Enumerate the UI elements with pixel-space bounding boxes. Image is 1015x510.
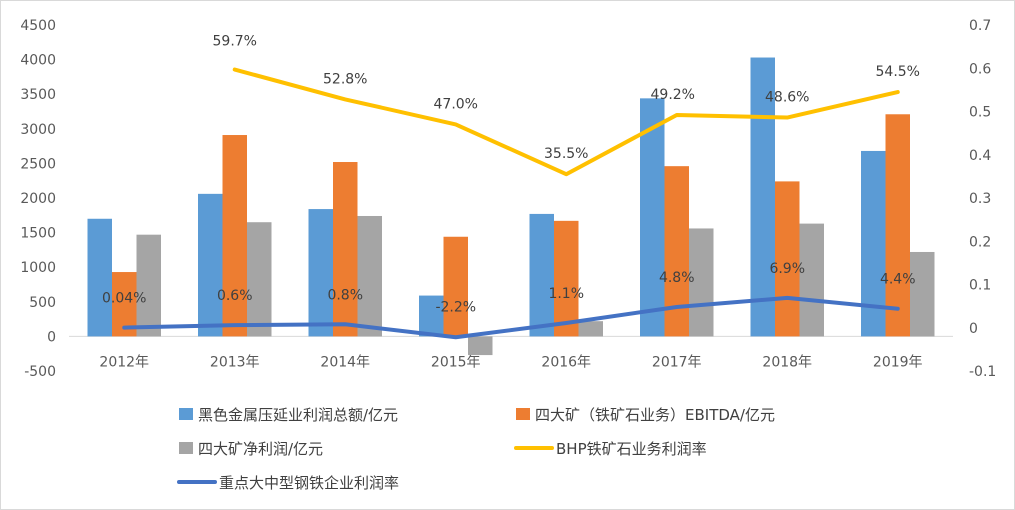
bar — [419, 295, 444, 337]
x-axis-category-label: 2013年 — [210, 354, 260, 370]
legend-swatch — [179, 408, 193, 420]
legend-swatch — [179, 442, 193, 454]
data-label: 49.2% — [651, 87, 695, 103]
right-axis-tick-label: 0.4 — [969, 148, 991, 164]
legend-label: 四大矿（铁矿石业务）EBITDA/亿元 — [535, 406, 775, 424]
data-label: -2.2% — [435, 299, 476, 315]
data-label: 52.8% — [323, 71, 367, 87]
bar — [357, 215, 382, 337]
x-axis-category-label: 2017年 — [652, 354, 702, 370]
bar — [775, 181, 800, 337]
bar — [87, 218, 112, 337]
data-label: 59.7% — [213, 34, 257, 50]
data-label: 48.6% — [765, 90, 809, 106]
bar — [136, 234, 161, 337]
bar — [247, 222, 272, 337]
bar — [664, 166, 689, 337]
right-axis-tick-label: 0 — [969, 321, 978, 337]
bar — [468, 336, 493, 356]
bar — [222, 135, 247, 337]
legend: 黑色金属压延业利润总额/亿元 四大矿（铁矿石业务）EBITDA/亿元四大矿净利润/… — [177, 406, 775, 492]
x-axis-category-label: 2015年 — [431, 354, 481, 370]
bar — [308, 209, 333, 337]
bar — [689, 228, 714, 337]
right-axis-tick-label: -0.1 — [969, 364, 996, 380]
bar — [529, 213, 554, 337]
left-axis-tick-label: 1500 — [20, 226, 56, 242]
left-axis-tick-label: 2500 — [20, 156, 56, 172]
data-label: 6.9% — [769, 261, 805, 277]
bar — [198, 193, 223, 337]
legend-swatch — [516, 408, 530, 420]
left-axis-tick-label: 0 — [47, 329, 56, 345]
left-axis-tick-label: 500 — [29, 295, 56, 311]
data-label: 35.5% — [544, 146, 588, 162]
data-label: 54.5% — [876, 64, 920, 80]
legend-label: 四大矿净利润/亿元 — [198, 440, 323, 458]
bar — [799, 223, 824, 337]
left-axis-tick-label: 3000 — [20, 122, 56, 138]
right-axis-tick-label: 0.7 — [969, 18, 991, 34]
steel-margin-line — [122, 295, 900, 340]
bar — [910, 251, 935, 337]
right-axis-tick-label: 0.6 — [969, 61, 991, 77]
lines-layer — [122, 67, 900, 340]
left-axis-tick-label: 3500 — [20, 87, 56, 103]
bar — [443, 236, 468, 337]
right-axis-tick-label: 0.1 — [969, 278, 991, 294]
data-label: 0.04% — [102, 291, 146, 307]
x-axis-category-label: 2019年 — [873, 354, 923, 370]
data-label: 47.0% — [434, 96, 478, 112]
left-axis-tick-label: 2000 — [20, 191, 56, 207]
data-labels-layer: 59.7% 52.8% 47.0% 35.5% 49.2% 48.6% 54.5% 0.04%… — [102, 34, 920, 316]
x-axis-category-label: 2016年 — [541, 354, 591, 370]
left-axis-tick-label: -500 — [24, 364, 56, 380]
right-axis-tick-label: 0.2 — [969, 234, 991, 250]
right-axis-tick-label: 0.3 — [969, 191, 991, 207]
data-label: 4.8% — [659, 270, 695, 286]
data-label: 0.6% — [217, 288, 253, 304]
x-axis-category-label: 2014年 — [320, 354, 370, 370]
left-axis-tick-label: 4000 — [20, 53, 56, 69]
data-label: 0.8% — [327, 287, 363, 303]
right-axis-tick-label: 0.5 — [969, 105, 991, 121]
data-label: 1.1% — [548, 286, 584, 302]
bar — [640, 98, 665, 337]
x-axis-category-label: 2012年 — [99, 354, 149, 370]
left-axis-tick-label: 1000 — [20, 260, 56, 276]
left-axis-tick-label: 4500 — [20, 18, 56, 34]
bhp-margin-line — [232, 67, 900, 177]
bar — [885, 114, 910, 337]
legend-label: BHP铁矿石业务利润率 — [556, 440, 707, 458]
bar — [333, 162, 358, 337]
bar — [750, 57, 775, 337]
bar — [578, 321, 603, 337]
x-axis-category-label: 2018年 — [762, 354, 812, 370]
data-label: 4.4% — [880, 272, 916, 288]
legend-label: 重点大中型钢铁企业利润率 — [219, 474, 399, 492]
legend-label: 黑色金属压延业利润总额/亿元 — [198, 406, 398, 424]
bar — [554, 220, 579, 337]
bars-layer — [87, 57, 935, 356]
axes-layer: -500 0 500 1000 1500 2000 2500 3000 3500 4000 4500… — [20, 18, 996, 380]
